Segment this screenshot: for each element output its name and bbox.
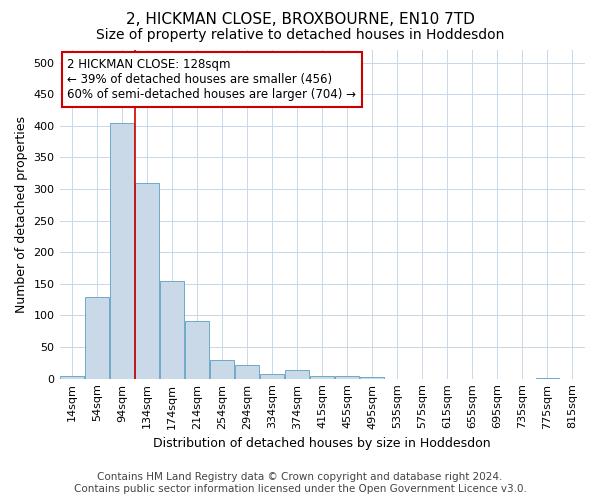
Bar — [135, 182, 159, 378]
Bar — [85, 296, 109, 378]
Text: Size of property relative to detached houses in Hoddesdon: Size of property relative to detached ho… — [96, 28, 504, 42]
Y-axis label: Number of detached properties: Number of detached properties — [15, 116, 28, 313]
Bar — [235, 365, 259, 378]
Text: 2 HICKMAN CLOSE: 128sqm
← 39% of detached houses are smaller (456)
60% of semi-d: 2 HICKMAN CLOSE: 128sqm ← 39% of detache… — [67, 58, 356, 101]
Bar — [160, 280, 184, 378]
Bar — [185, 320, 209, 378]
Bar — [210, 360, 234, 378]
Bar — [286, 370, 309, 378]
Bar — [335, 376, 359, 378]
Bar — [310, 376, 334, 378]
Text: Contains HM Land Registry data © Crown copyright and database right 2024.
Contai: Contains HM Land Registry data © Crown c… — [74, 472, 526, 494]
Text: 2, HICKMAN CLOSE, BROXBOURNE, EN10 7TD: 2, HICKMAN CLOSE, BROXBOURNE, EN10 7TD — [125, 12, 475, 28]
Bar — [260, 374, 284, 378]
Bar — [110, 122, 134, 378]
Bar — [60, 376, 84, 378]
X-axis label: Distribution of detached houses by size in Hoddesdon: Distribution of detached houses by size … — [154, 437, 491, 450]
